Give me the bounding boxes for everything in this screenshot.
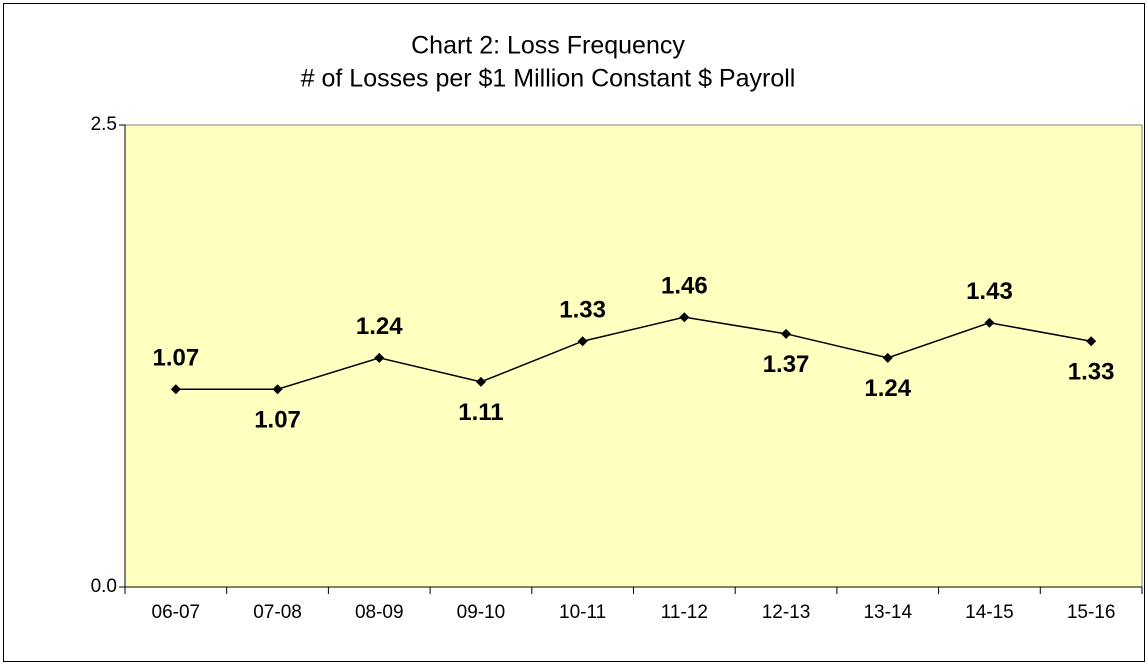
- x-tick-label: 14-15: [965, 602, 1014, 623]
- data-point: [1086, 336, 1097, 347]
- x-tick-label: 09-10: [457, 602, 506, 623]
- data-label: 1.07: [152, 345, 199, 372]
- data-line: [175, 316, 1092, 391]
- x-tick-label: 06-07: [152, 602, 201, 623]
- data-point: [577, 336, 588, 347]
- x-tick-label: 11-12: [661, 602, 708, 623]
- data-point: [475, 376, 486, 387]
- x-tick-label: 10-11: [559, 602, 606, 623]
- data-point: [781, 328, 792, 339]
- data-label: 1.33: [559, 297, 606, 324]
- chart-title: Chart 2: Loss Frequency: [411, 32, 685, 60]
- chart-subtitle: # of Losses per $1 Million Constant $ Pa…: [301, 65, 796, 93]
- data-label: 1.46: [661, 273, 708, 300]
- x-tick-label: 13-14: [863, 602, 912, 623]
- data-point: [882, 352, 893, 363]
- y-tick-label: 2.5: [91, 114, 117, 135]
- x-tick-label: 08-09: [355, 602, 404, 623]
- data-label: 1.07: [254, 407, 301, 434]
- x-tick-label: 12-13: [762, 602, 811, 623]
- x-tick-label: 15-16: [1067, 602, 1116, 623]
- data-label: 1.37: [763, 351, 810, 378]
- data-point: [374, 352, 385, 363]
- data-label: 1.11: [458, 399, 503, 426]
- data-point: [272, 384, 283, 395]
- data-label: 1.33: [1068, 359, 1115, 386]
- data-label: 1.43: [966, 278, 1013, 305]
- data-point: [984, 317, 995, 328]
- y-tick-label: 0.0: [91, 576, 117, 597]
- data-label: 1.24: [356, 313, 403, 340]
- x-tick-label: 07-08: [253, 602, 302, 623]
- data-point: [679, 312, 690, 323]
- data-label: 1.24: [864, 375, 911, 402]
- plot-area: [124, 124, 1143, 588]
- data-point: [170, 384, 181, 395]
